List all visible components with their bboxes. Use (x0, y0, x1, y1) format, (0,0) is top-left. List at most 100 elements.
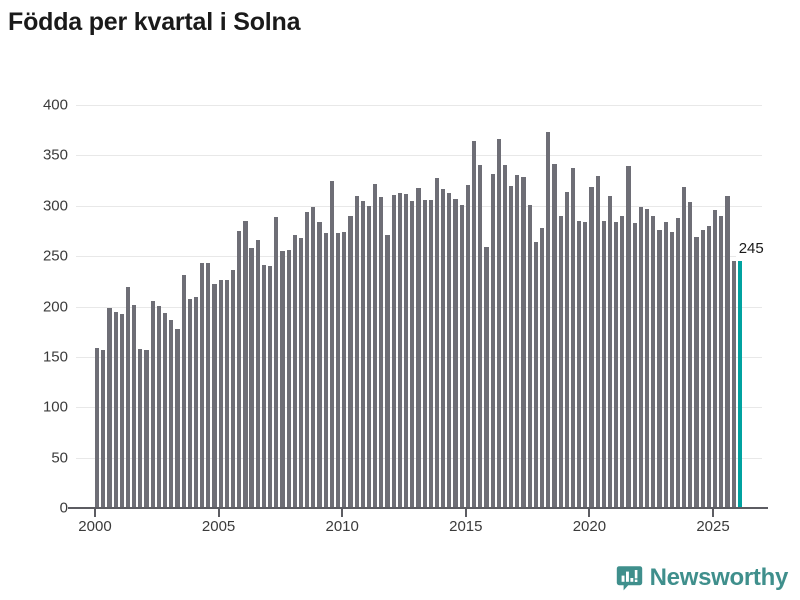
bar[interactable] (138, 348, 143, 508)
bar[interactable] (156, 305, 161, 508)
bar[interactable] (632, 222, 637, 508)
bar[interactable] (645, 208, 650, 508)
bar[interactable] (255, 240, 260, 508)
bar[interactable] (403, 193, 409, 508)
bar[interactable] (570, 168, 576, 508)
bar[interactable] (601, 220, 606, 508)
bar[interactable] (286, 250, 291, 508)
bar[interactable] (373, 183, 378, 508)
bar[interactable] (200, 263, 205, 508)
bar[interactable] (638, 206, 644, 508)
bar[interactable] (342, 231, 347, 508)
bar[interactable] (348, 215, 353, 508)
bar[interactable] (354, 195, 359, 508)
bar[interactable] (471, 141, 477, 508)
bar[interactable] (274, 216, 279, 508)
bar[interactable] (410, 200, 415, 508)
bar[interactable] (706, 225, 711, 508)
bar-highlighted[interactable] (737, 261, 742, 508)
bar[interactable] (490, 173, 495, 508)
bar[interactable] (292, 234, 297, 508)
bar[interactable] (626, 166, 631, 508)
bar[interactable] (249, 248, 254, 508)
bar[interactable] (218, 280, 223, 508)
bar[interactable] (515, 174, 520, 508)
bar[interactable] (94, 347, 100, 508)
bar[interactable] (428, 199, 433, 508)
bar[interactable] (144, 349, 149, 508)
bar[interactable] (311, 206, 316, 508)
bar[interactable] (546, 132, 551, 508)
bar[interactable] (682, 186, 687, 508)
bar[interactable] (206, 263, 211, 508)
bar[interactable] (379, 196, 384, 508)
bar[interactable] (125, 287, 131, 508)
bar[interactable] (583, 221, 588, 508)
bar[interactable] (675, 217, 681, 508)
bar[interactable] (193, 297, 199, 508)
bar[interactable] (688, 201, 693, 508)
bar[interactable] (595, 175, 600, 508)
bar[interactable] (577, 220, 582, 508)
bar[interactable] (558, 215, 563, 508)
bar[interactable] (651, 215, 656, 508)
bar[interactable] (607, 195, 613, 508)
bar[interactable] (459, 204, 464, 508)
bar[interactable] (336, 232, 341, 508)
bar[interactable] (731, 261, 736, 508)
bar[interactable] (237, 230, 242, 508)
bar[interactable] (360, 200, 365, 508)
bar[interactable] (564, 191, 569, 508)
bar[interactable] (268, 266, 273, 508)
bar[interactable] (502, 165, 508, 508)
bar[interactable] (669, 231, 674, 508)
bar[interactable] (305, 211, 310, 508)
bar[interactable] (113, 311, 118, 508)
bar[interactable] (539, 227, 545, 508)
bar[interactable] (261, 265, 267, 508)
bar[interactable] (230, 270, 236, 508)
bar[interactable] (385, 234, 390, 508)
bar[interactable] (107, 307, 112, 508)
bar[interactable] (391, 194, 396, 508)
bar[interactable] (527, 204, 532, 508)
bar[interactable] (533, 242, 538, 508)
bar[interactable] (713, 209, 718, 508)
bar[interactable] (132, 304, 137, 508)
bar[interactable] (441, 188, 446, 508)
bar[interactable] (224, 280, 229, 508)
bar[interactable] (397, 192, 402, 508)
bar[interactable] (447, 192, 452, 508)
bar[interactable] (181, 275, 186, 508)
bar[interactable] (187, 299, 192, 508)
bar[interactable] (657, 229, 662, 508)
bar[interactable] (434, 177, 440, 508)
bar[interactable] (317, 221, 322, 508)
bar[interactable] (119, 313, 124, 508)
bar[interactable] (719, 215, 724, 508)
bar[interactable] (484, 247, 489, 508)
bar[interactable] (521, 176, 526, 508)
bar[interactable] (465, 184, 470, 508)
bar[interactable] (280, 251, 285, 508)
bar[interactable] (552, 164, 557, 508)
bar[interactable] (323, 232, 328, 508)
bar[interactable] (422, 199, 427, 508)
bar[interactable] (212, 284, 217, 508)
bar[interactable] (243, 220, 248, 508)
bar[interactable] (175, 328, 180, 508)
bar[interactable] (416, 187, 421, 508)
bar[interactable] (298, 238, 304, 508)
bar[interactable] (101, 349, 106, 508)
bar[interactable] (700, 229, 705, 508)
bar[interactable] (663, 221, 668, 508)
bar[interactable] (162, 312, 168, 508)
bar[interactable] (169, 319, 174, 508)
bar[interactable] (509, 185, 514, 508)
bar[interactable] (496, 139, 501, 508)
bar[interactable] (329, 180, 335, 508)
bar[interactable] (589, 186, 594, 508)
bar[interactable] (366, 205, 372, 508)
bar[interactable] (620, 215, 625, 508)
bar[interactable] (478, 165, 483, 508)
